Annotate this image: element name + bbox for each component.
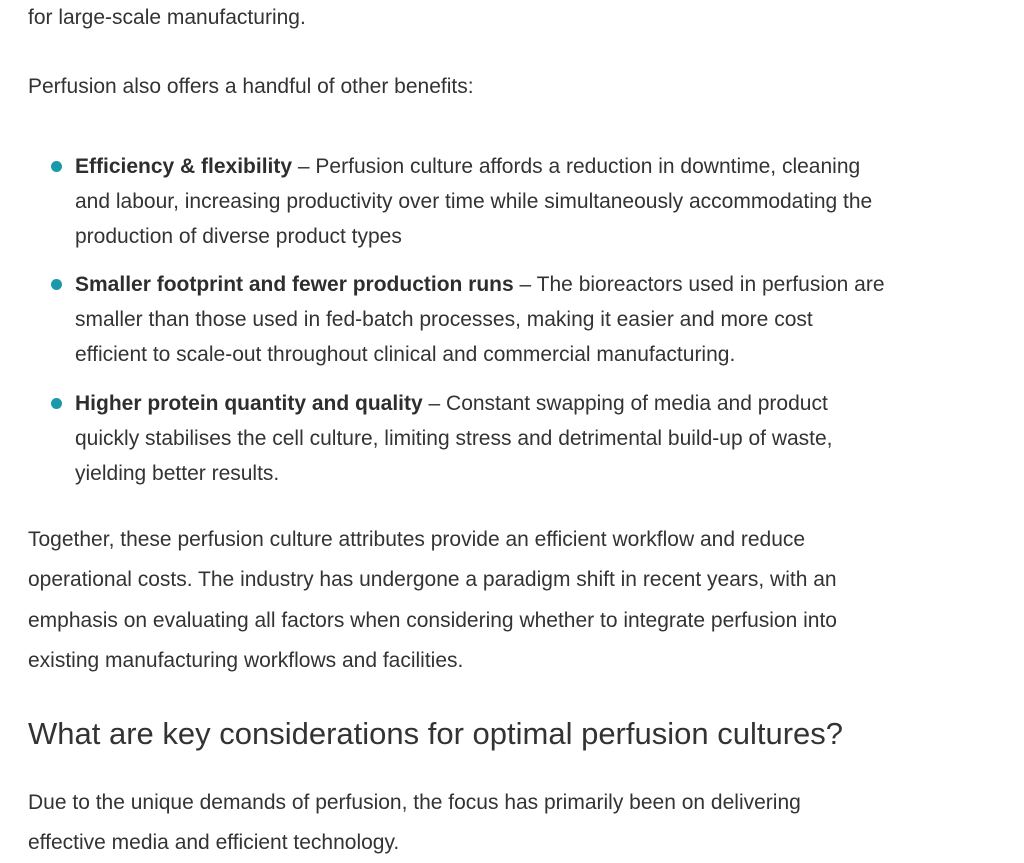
list-item-line: Higher protein quantity and quality – Co… (75, 391, 828, 417)
list-item-line: production of diverse product types (75, 225, 402, 248)
list-item-line: efficient to scale-out throughout clinic… (75, 343, 736, 366)
list-item-line: yielding better results. (75, 462, 280, 485)
list-item-title: Efficiency & flexibility (75, 155, 293, 178)
list-item-text: – Perfusion culture affords a reduction … (292, 155, 861, 178)
paragraph-line: operational costs. The industry has unde… (28, 568, 837, 591)
paragraph-intro-tail: for large-scale manufacturing. (28, 6, 306, 29)
list-item-title: Higher protein quantity and quality (75, 392, 423, 415)
list-item-line: Smaller footprint and fewer production r… (75, 272, 885, 298)
bullet-icon (51, 279, 62, 290)
list-item-line: quickly stabilises the cell culture, lim… (75, 427, 833, 450)
paragraph-line: Due to the unique demands of perfusion, … (28, 791, 801, 814)
list-item-text: – The bioreactors used in perfusion are (513, 273, 885, 296)
paragraph-line: emphasis on evaluating all factors when … (28, 609, 837, 632)
list-item-title: Smaller footprint and fewer production r… (75, 273, 514, 296)
paragraph-line: existing manufacturing workflows and fac… (28, 649, 464, 672)
list-item-line: and labour, increasing productivity over… (75, 190, 873, 213)
paragraph-line: Together, these perfusion culture attrib… (28, 528, 806, 551)
list-item-text: – Constant swapping of media and product (422, 392, 828, 415)
paragraph-line: effective media and efficient technology… (28, 831, 400, 854)
bullet-icon (51, 398, 62, 409)
list-item-line: smaller than those used in fed-batch pro… (75, 308, 813, 331)
paragraph-benefits-intro: Perfusion also offers a handful of other… (28, 75, 474, 98)
section-heading: What are key considerations for optimal … (28, 716, 844, 751)
bullet-icon (51, 161, 62, 172)
list-item-line: Efficiency & flexibility – Perfusion cul… (75, 154, 860, 180)
